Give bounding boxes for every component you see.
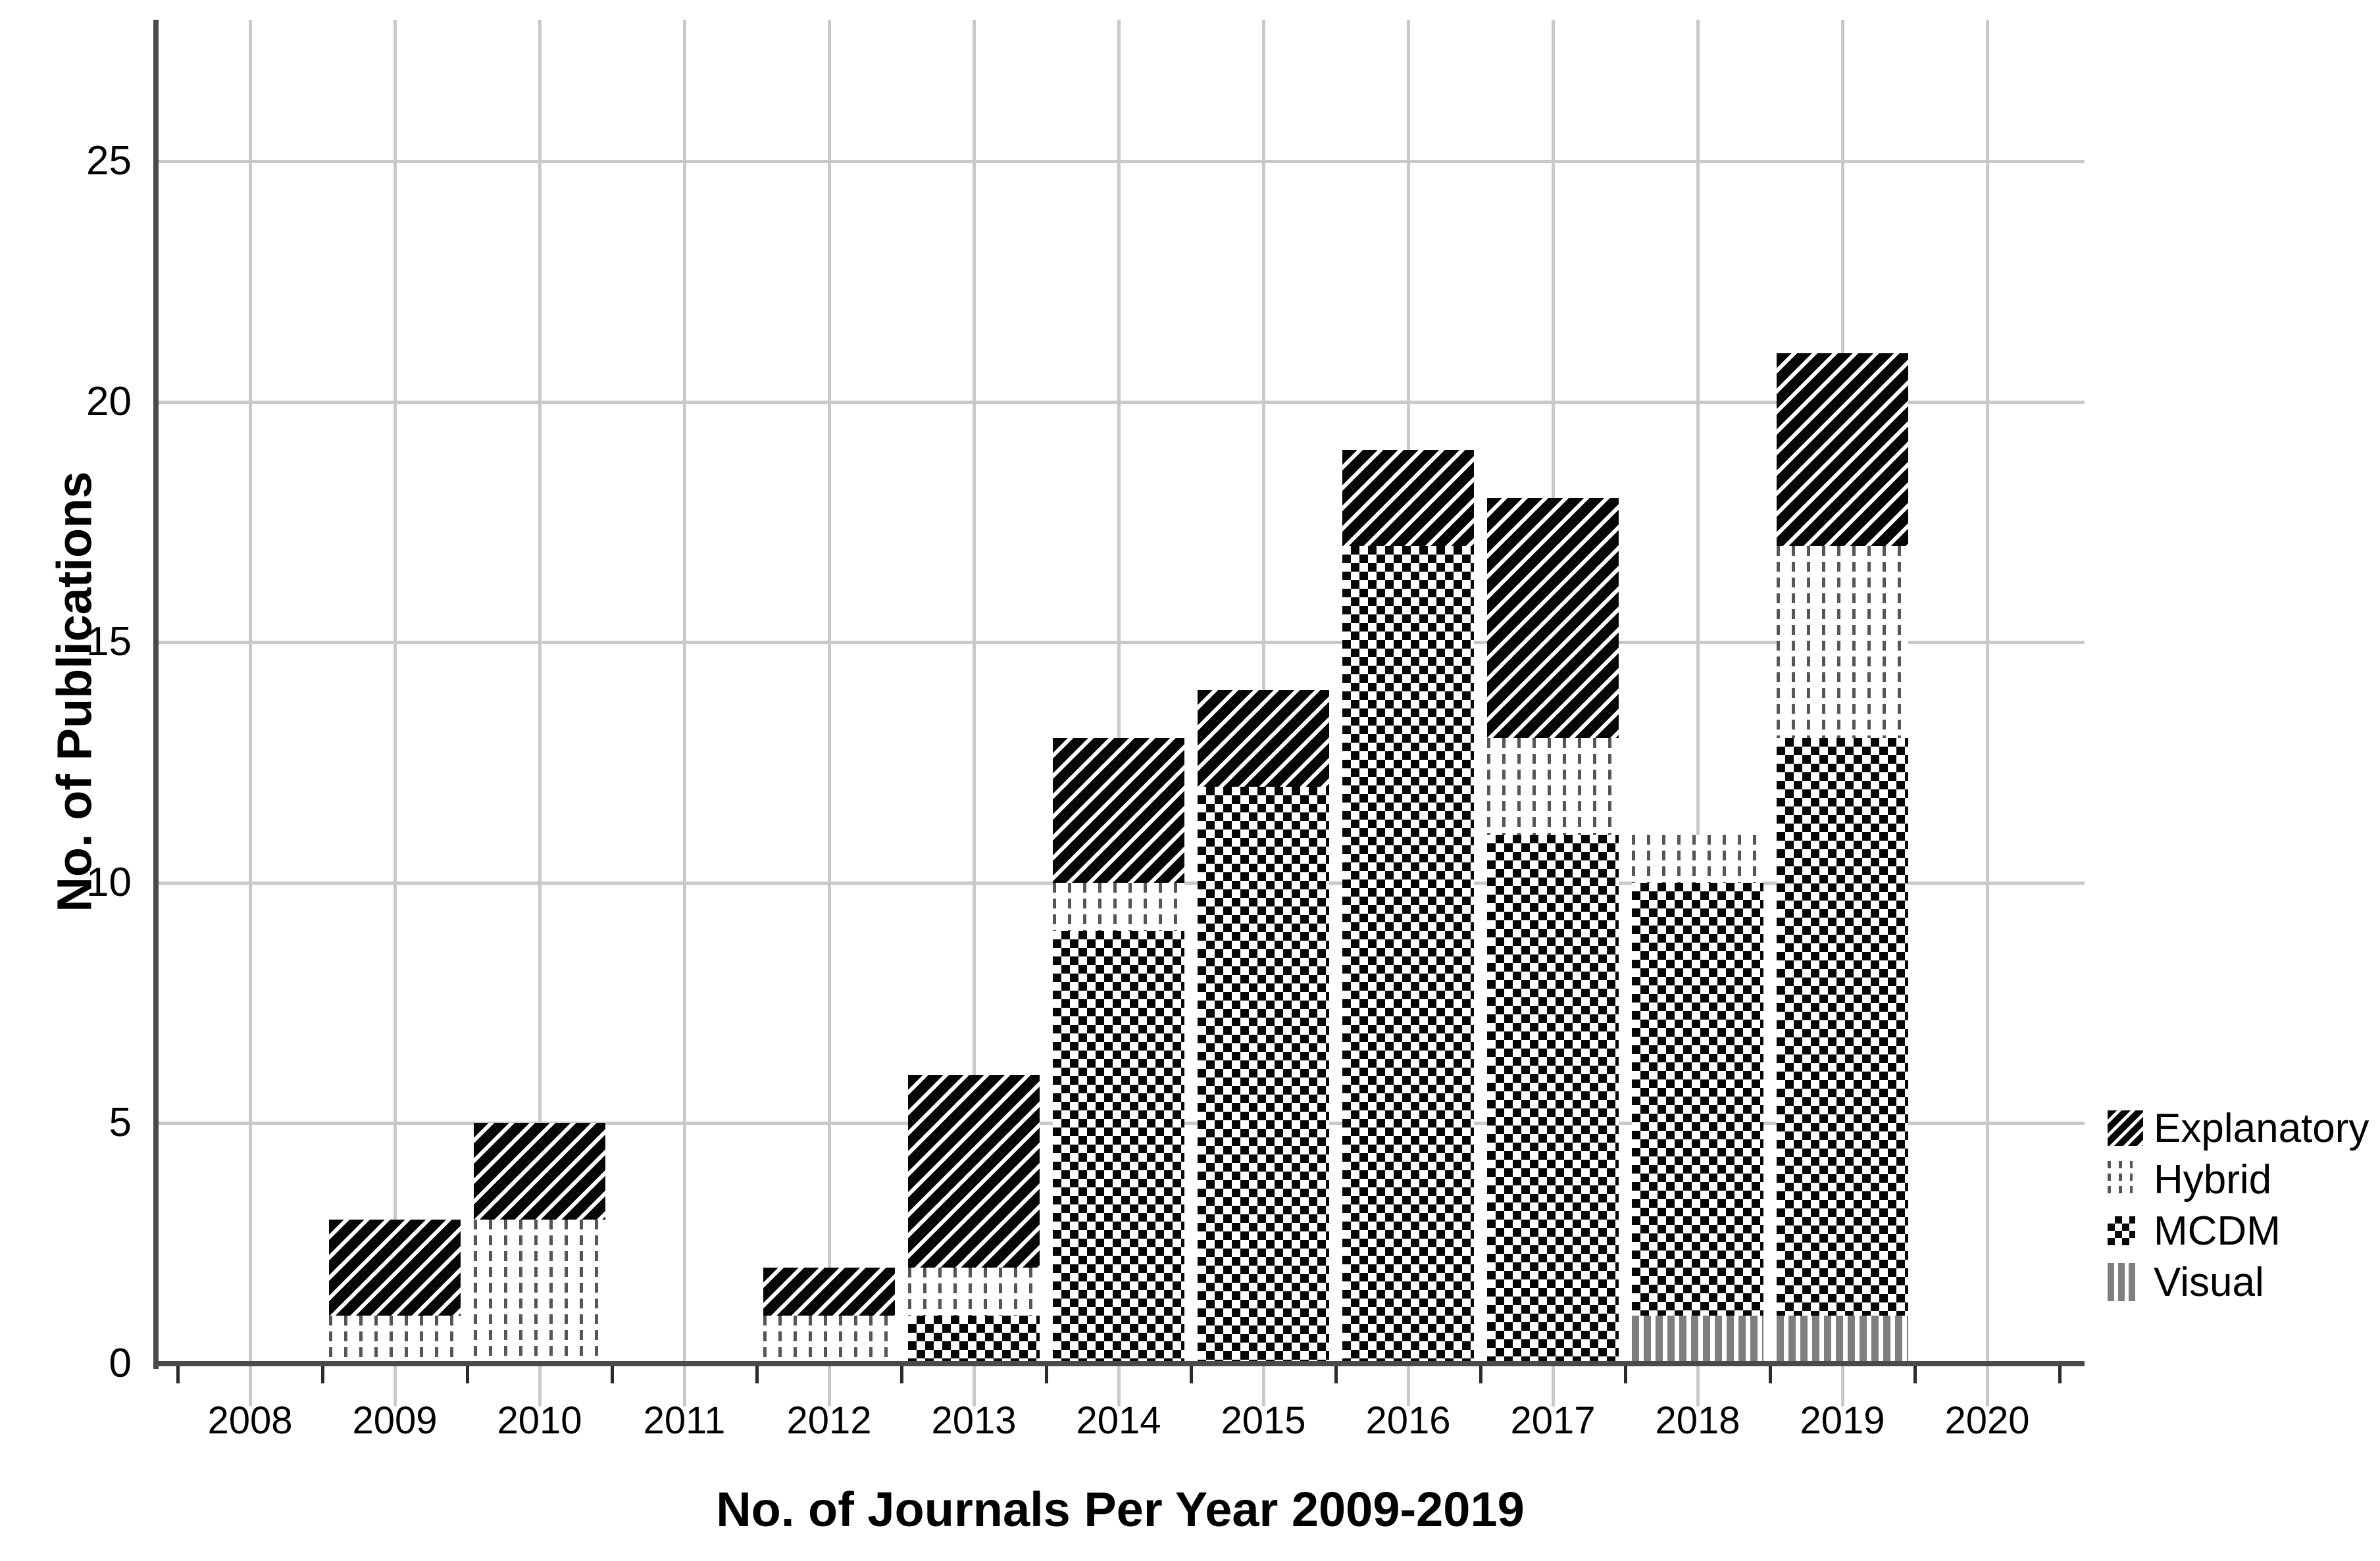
bar-segment-hybrid-2018 [1632,834,1763,883]
y-tick-label: 25 [86,138,132,184]
y-tick-label: 20 [86,378,132,424]
x-axis-tick [1045,1366,1048,1383]
vertical-gridline [1986,20,1989,1406]
x-tick-label: 2013 [931,1399,1017,1442]
legend-item-explanatory: Explanatory [2108,1103,2369,1154]
x-tick-label: 2009 [352,1399,438,1442]
bar-segment-mcdm-2018 [1632,882,1763,1316]
bar-segment-mcdm-2013 [908,1315,1040,1364]
x-tick-label: 2012 [786,1399,872,1442]
x-tick-label: 2010 [497,1399,582,1442]
x-tick-label: 2014 [1076,1399,1161,1442]
vertical-gridline [538,20,542,1406]
bar-segment-mcdm-2017 [1487,834,1619,1364]
x-axis-tick [2058,1366,2062,1383]
horizontal-gridline [156,641,2085,645]
bar-segment-mcdm-2019 [1777,738,1908,1316]
gray-vertical-bars-swatch [2108,1263,2138,1301]
x-axis-tick [321,1366,324,1383]
legend-swatch-box [2108,1263,2148,1301]
vertical-gridline [1117,20,1121,1406]
legend-label: Hybrid [2154,1156,2272,1202]
checkerboard-swatch [2108,1216,2135,1245]
bar-segment-hybrid-2012 [763,1315,895,1364]
x-axis-tick [1913,1366,1917,1383]
bar-segment-visual-2018 [1632,1315,1763,1364]
x-tick-label: 2017 [1510,1399,1596,1442]
legend-swatch-box [2108,1216,2148,1245]
bar-segment-mcdm-2016 [1342,545,1474,1364]
bar-segment-hybrid-2010 [474,1219,605,1364]
vertical-gridline [828,20,831,1406]
y-tick-label: 5 [109,1100,132,1146]
horizontal-gridline [156,400,2085,404]
legend-item-hybrid: Hybrid [2108,1154,2369,1205]
y-tick-label: 10 [86,859,132,905]
y-tick-label: 0 [109,1341,132,1386]
bar-segment-explanatory-2014 [1053,738,1184,883]
x-tick-label: 2011 [643,1399,726,1442]
x-axis-tick [1334,1366,1338,1383]
x-axis-tick [900,1366,903,1383]
legend-label: MCDM [2154,1208,2281,1254]
vertical-gridline [393,20,397,1406]
bar-segment-hybrid-2019 [1777,545,1908,739]
bar-segment-mcdm-2015 [1198,786,1329,1364]
bar-segment-explanatory-2017 [1487,497,1619,739]
x-axis-tick [1769,1366,1772,1383]
x-tick-label: 2020 [1944,1399,2030,1442]
vertical-gridline [1696,20,1700,1406]
legend-item-visual: Visual [2108,1256,2369,1308]
legend-swatch-box [2108,1161,2148,1198]
x-tick-label: 2018 [1655,1399,1740,1442]
bar-segment-explanatory-2019 [1777,353,1908,546]
bar-segment-hybrid-2017 [1487,738,1619,835]
x-axis-tick [1624,1366,1627,1383]
vertical-gridline [249,20,252,1406]
y-axis-title-text: No. of Publications [47,471,102,912]
x-tick-label: 2008 [207,1399,293,1442]
x-axis-title: No. of Journals Per Year 2009-2019 [716,1482,1525,1537]
diagonal-stripes-swatch [2108,1110,2143,1146]
x-axis-line [153,1361,2085,1366]
x-axis-tick [755,1366,759,1383]
bar-segment-hybrid-2009 [329,1315,461,1364]
bar-segment-hybrid-2013 [908,1267,1040,1316]
bar-segment-explanatory-2012 [763,1267,895,1316]
y-axis-line [153,20,159,1369]
x-axis-tick [611,1366,614,1383]
legend-label: Visual [2154,1259,2264,1305]
y-axis-title: No. of Publications [38,20,111,1364]
legend-swatch-box [2108,1110,2148,1146]
bar-segment-explanatory-2015 [1198,690,1329,787]
x-axis-tick [1479,1366,1482,1383]
bar-segment-hybrid-2014 [1053,882,1184,931]
legend-item-mcdm: MCDM [2108,1205,2369,1256]
legend-label: Explanatory [2154,1105,2369,1151]
x-axis-tick [1190,1366,1193,1383]
x-tick-label: 2019 [1800,1399,1885,1442]
vertical-gridline [973,20,976,1406]
bar-segment-visual-2019 [1777,1315,1908,1364]
bar-segment-explanatory-2010 [474,1123,605,1220]
x-tick-label: 2015 [1221,1399,1306,1442]
x-tick-label: 2016 [1365,1399,1451,1442]
legend: Explanatory Hybrid MCDM Visual [2108,1103,2369,1308]
y-tick-label: 15 [86,619,132,665]
bar-segment-explanatory-2016 [1342,449,1474,546]
bar-segment-explanatory-2013 [908,1075,1040,1268]
x-axis-tick [466,1366,469,1383]
bar-segment-mcdm-2014 [1053,930,1184,1364]
vertical-gridline [683,20,686,1406]
bar-segment-explanatory-2009 [329,1219,461,1316]
dashed-vertical-lines-swatch [2108,1161,2133,1198]
x-axis-tick [176,1366,180,1383]
horizontal-gridline [156,160,2085,163]
